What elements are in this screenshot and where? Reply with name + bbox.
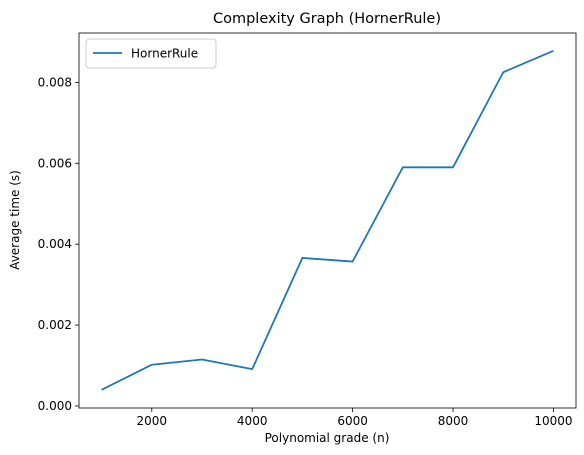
y-tick-label: 0.002 bbox=[38, 318, 72, 332]
y-tick-label: 0.000 bbox=[38, 399, 72, 413]
y-axis-ticks: 0.000 0.002 0.004 0.006 0.008 bbox=[38, 75, 79, 413]
x-tick-label: 2000 bbox=[137, 414, 168, 428]
x-tick-label: 6000 bbox=[337, 414, 368, 428]
legend-label: HornerRule bbox=[131, 47, 198, 61]
series-line bbox=[101, 49, 554, 391]
x-tick-label: 8000 bbox=[438, 414, 469, 428]
plot-area bbox=[78, 32, 577, 409]
y-tick-label: 0.008 bbox=[38, 75, 72, 89]
legend-frame bbox=[85, 38, 217, 69]
x-axis-label: Polynomial grade (n) bbox=[265, 431, 390, 445]
x-tick-label: 10000 bbox=[534, 414, 572, 428]
x-tick-label: 4000 bbox=[237, 414, 268, 428]
y-axis-label: Average time (s) bbox=[8, 170, 22, 270]
chart-title: Complexity Graph (HornerRule) bbox=[213, 11, 441, 27]
x-axis-ticks: 2000 4000 6000 8000 10000 bbox=[137, 408, 573, 428]
series-layer bbox=[101, 49, 554, 391]
y-tick-label: 0.006 bbox=[38, 156, 72, 170]
legend: HornerRule bbox=[85, 38, 217, 69]
y-tick-label: 0.004 bbox=[38, 237, 72, 251]
